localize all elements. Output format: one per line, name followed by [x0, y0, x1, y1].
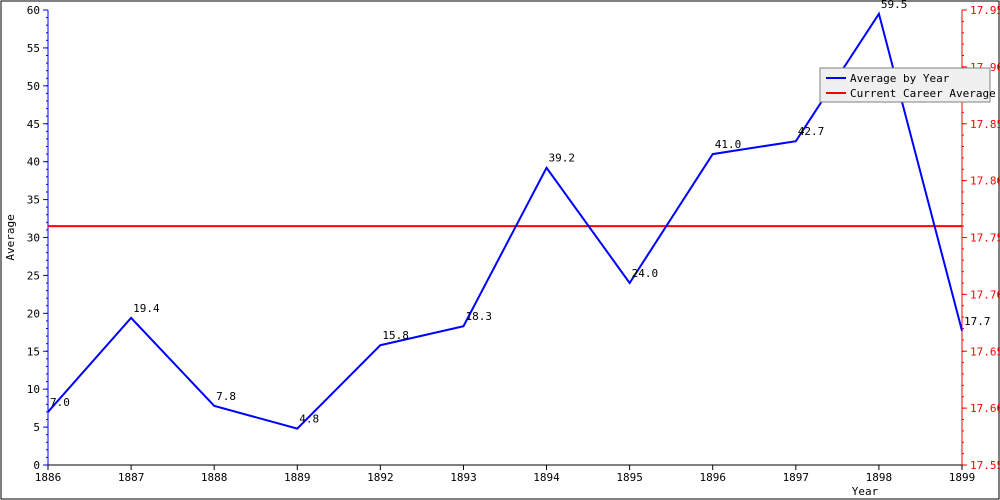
y-left-tick-label: 55 [27, 42, 40, 55]
data-point-label: 17.7 [964, 315, 991, 328]
y-left-tick-label: 50 [27, 80, 40, 93]
y-left-tick-label: 10 [27, 383, 40, 396]
y-left-tick-label: 15 [27, 345, 40, 358]
x-tick-label: 1892 [367, 471, 394, 484]
y-left-tick-label: 60 [27, 4, 40, 17]
x-tick-label: 1888 [201, 471, 228, 484]
data-point-label: 4.8 [299, 413, 319, 426]
y-left-tick-label: 5 [33, 421, 40, 434]
y-left-tick-label: 25 [27, 269, 40, 282]
x-tick-label: 1893 [450, 471, 477, 484]
x-tick-label: 1897 [783, 471, 810, 484]
x-tick-label: 1895 [616, 471, 643, 484]
data-point-label: 24.0 [632, 267, 659, 280]
x-tick-label: 1898 [866, 471, 893, 484]
y-right-tick-label: 17.95 [970, 4, 1000, 17]
data-point-label: 7.0 [50, 396, 70, 409]
line-chart: 05101520253035404550556017.5517.6017.651… [0, 0, 1000, 500]
y-left-tick-label: 35 [27, 194, 40, 207]
x-tick-label: 1887 [118, 471, 145, 484]
y-left-tick-label: 45 [27, 118, 40, 131]
x-tick-label: 1899 [949, 471, 976, 484]
x-tick-label: 1896 [699, 471, 726, 484]
x-tick-label: 1886 [35, 471, 62, 484]
y-right-tick-label: 17.80 [970, 175, 1000, 188]
y-left-tick-label: 40 [27, 156, 40, 169]
data-point-label: 7.8 [216, 390, 236, 403]
data-point-label: 19.4 [133, 302, 160, 315]
y-left-tick-label: 20 [27, 307, 40, 320]
data-point-label: 59.5 [881, 0, 908, 11]
legend-label-avg: Average by Year [850, 72, 950, 85]
legend-label-career: Current Career Average [850, 87, 996, 100]
data-point-label: 18.3 [465, 310, 492, 323]
data-point-label: 39.2 [549, 152, 576, 165]
data-point-label: 41.0 [715, 138, 742, 151]
x-axis-label: Year [852, 485, 879, 498]
x-tick-label: 1889 [284, 471, 311, 484]
y-left-tick-label: 30 [27, 232, 40, 245]
data-point-label: 15.8 [382, 329, 409, 342]
y-right-tick-label: 17.70 [970, 288, 1000, 301]
data-point-label: 42.7 [798, 125, 825, 138]
y-right-tick-label: 17.85 [970, 118, 1000, 131]
y-left-axis-label: Average [4, 214, 17, 260]
y-right-tick-label: 17.75 [970, 232, 1000, 245]
y-right-tick-label: 17.65 [970, 345, 1000, 358]
chart-container: 05101520253035404550556017.5517.6017.651… [0, 0, 1000, 500]
x-tick-label: 1894 [533, 471, 560, 484]
y-right-tick-label: 17.60 [970, 402, 1000, 415]
